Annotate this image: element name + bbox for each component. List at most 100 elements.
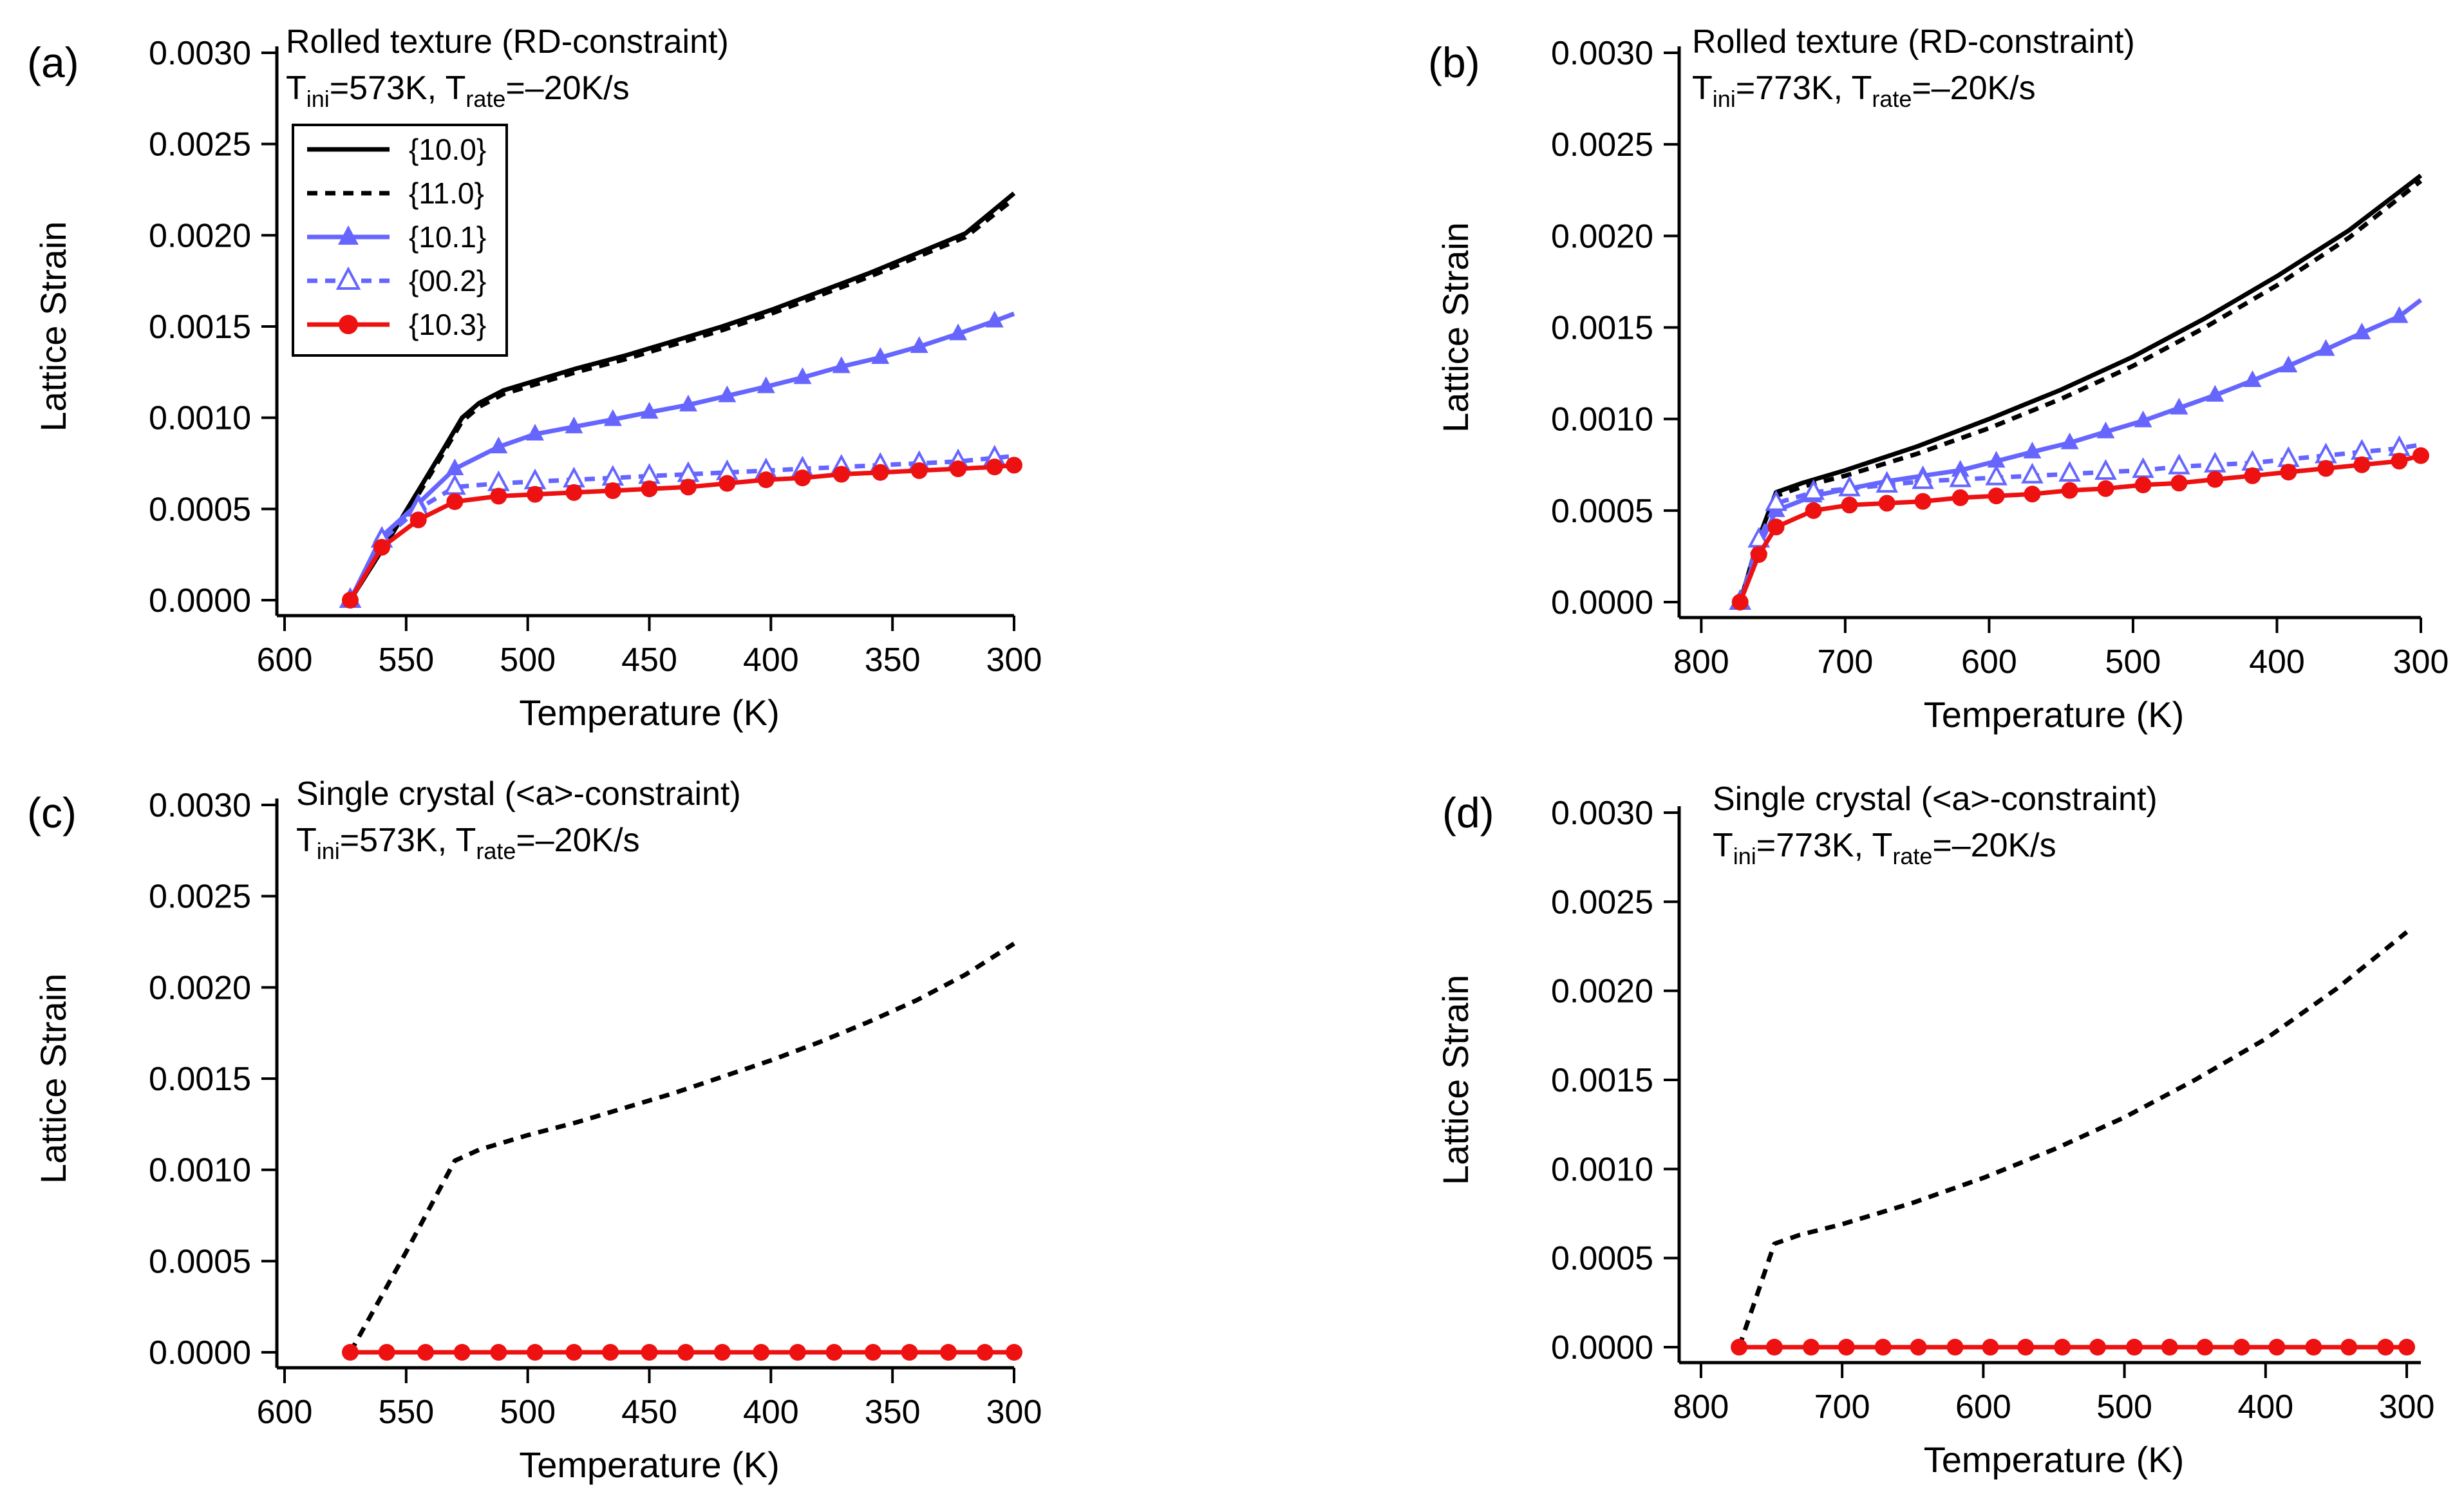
- x-tick-label: 700: [1817, 643, 1873, 681]
- series-line: [348, 941, 1015, 1354]
- annotation-text: =573K, T: [330, 70, 466, 107]
- y-tick-label: 0.0025: [1551, 884, 1653, 921]
- chart-panel-3: (d) 0.0000 0.0005 0.0010 0.0015 0.0020 0.0025 0…: [1435, 780, 2434, 1480]
- annotation-subscript: ini: [1713, 86, 1736, 112]
- y-tick-label: 0.0000: [1551, 1329, 1653, 1366]
- data-point: [2206, 471, 2224, 488]
- chart-panel-2: (c) 0.0000 0.0005 0.0010 0.0015 0.0020 0.0025 0…: [27, 775, 1042, 1485]
- data-point: [1767, 518, 1785, 536]
- data-point: [487, 470, 510, 491]
- data-point: [1802, 1339, 1820, 1356]
- data-point: [1838, 475, 1861, 496]
- y-tick-label: 0.0015: [1551, 1062, 1653, 1099]
- data-point: [1982, 1339, 1999, 1356]
- data-point: [1878, 495, 1895, 512]
- y-tick-label: 0.0030: [149, 35, 251, 72]
- annotation-text: T: [296, 822, 317, 859]
- y-tick-label: 0.0005: [149, 491, 251, 528]
- y-tick-label: 0.0020: [1551, 973, 1653, 1010]
- data-point: [526, 1344, 543, 1361]
- annotation-line2: Tini=573K, Trate=–20K/s: [296, 822, 640, 864]
- data-point: [757, 376, 775, 393]
- legend-marker: [339, 315, 358, 334]
- data-point: [679, 478, 697, 496]
- series-{11.0}: [348, 196, 1016, 601]
- data-point: [872, 464, 889, 481]
- data-point: [679, 394, 697, 411]
- annotation-text: =–20K/s: [1912, 70, 2035, 107]
- data-point: [1987, 451, 2006, 468]
- legend: {10.0} {11.0} {10.1} {00.2} {10.3}: [292, 124, 508, 357]
- data-point: [2233, 1339, 2250, 1356]
- x-axis-label: Temperature (K): [1924, 1439, 2185, 1480]
- x-axis-label: Temperature (K): [519, 1444, 780, 1485]
- series-{10.3}: [341, 1344, 1022, 1361]
- legend-label: {10.3}: [409, 308, 486, 341]
- legend-box: [292, 124, 508, 357]
- annotation-line1: Rolled texture (RD-constraint): [286, 23, 729, 61]
- data-point: [949, 323, 968, 341]
- annotation-subscript: ini: [317, 838, 340, 864]
- data-point: [378, 1344, 395, 1361]
- data-point: [1841, 496, 1858, 514]
- annotation-text: =773K, T: [1736, 70, 1872, 107]
- series-line: [1738, 298, 2423, 603]
- y-tick-label: 0.0020: [149, 217, 251, 254]
- data-point: [641, 1344, 658, 1361]
- data-point: [1874, 1339, 1892, 1356]
- data-point: [602, 1344, 619, 1361]
- data-point: [976, 1344, 993, 1361]
- annotation-line1: Single crystal (<a>-constraint): [296, 775, 741, 813]
- y-tick-label: 0.0030: [1551, 35, 1653, 72]
- x-tick-label: 300: [2379, 1388, 2435, 1426]
- data-point: [2398, 1339, 2416, 1356]
- data-point: [2058, 460, 2081, 482]
- data-point: [2132, 457, 2154, 478]
- x-tick-label: 400: [743, 641, 799, 679]
- data-point: [2377, 1339, 2394, 1356]
- annotation-subscript: ini: [306, 86, 330, 112]
- y-tick-label: 0.0025: [149, 878, 251, 916]
- panel-letter: (b): [1428, 39, 1480, 86]
- y-tick-label: 0.0010: [1551, 401, 1653, 439]
- data-point: [2351, 439, 2373, 460]
- data-point: [446, 458, 464, 475]
- y-tick-label: 0.0000: [1551, 584, 1653, 621]
- x-tick-label: 500: [2096, 1388, 2152, 1426]
- data-point: [2390, 306, 2409, 323]
- panel-letter: (c): [27, 789, 77, 836]
- data-point: [2054, 1339, 2071, 1356]
- legend-label: {10.1}: [409, 220, 486, 254]
- data-point: [2168, 453, 2190, 475]
- data-point: [2024, 486, 2041, 503]
- data-point: [565, 1344, 583, 1361]
- x-tick-label: 700: [1814, 1388, 1870, 1426]
- y-tick-label: 0.0005: [1551, 493, 1653, 530]
- x-tick-label: 400: [743, 1394, 799, 1431]
- annotation-subscript: rate: [476, 838, 516, 864]
- data-point: [940, 1344, 957, 1361]
- data-point: [1765, 1339, 1783, 1356]
- annotation-text: =773K, T: [1756, 827, 1893, 864]
- data-point: [2134, 477, 2152, 494]
- data-point: [1985, 464, 2008, 486]
- data-point: [523, 468, 547, 489]
- y-axis-label: Lattice Strain: [33, 222, 73, 432]
- x-tick-label: 500: [2105, 643, 2161, 681]
- chart-panel-0: (a) 0.0000 0.0005 0.0010 0.0015 0.0020 0.0025 0…: [27, 23, 1042, 733]
- data-point: [2021, 462, 2044, 484]
- y-tick-label: 0.0015: [1551, 310, 1653, 347]
- data-point: [986, 458, 1003, 476]
- data-point: [950, 460, 967, 477]
- data-point: [490, 487, 507, 505]
- data-point: [753, 1344, 770, 1361]
- x-tick-label: 600: [257, 1394, 313, 1431]
- data-point: [985, 310, 1004, 328]
- data-point: [825, 1344, 843, 1361]
- data-point: [2017, 1339, 2035, 1356]
- x-tick-label: 500: [500, 641, 556, 679]
- y-tick-label: 0.0015: [149, 308, 251, 346]
- data-point: [1838, 1339, 1855, 1356]
- chart-panel-1: (b) 0.0000 0.0005 0.0010 0.0015 0.0020 0.0025 0…: [1428, 23, 2449, 735]
- annotation-text: T: [286, 70, 306, 107]
